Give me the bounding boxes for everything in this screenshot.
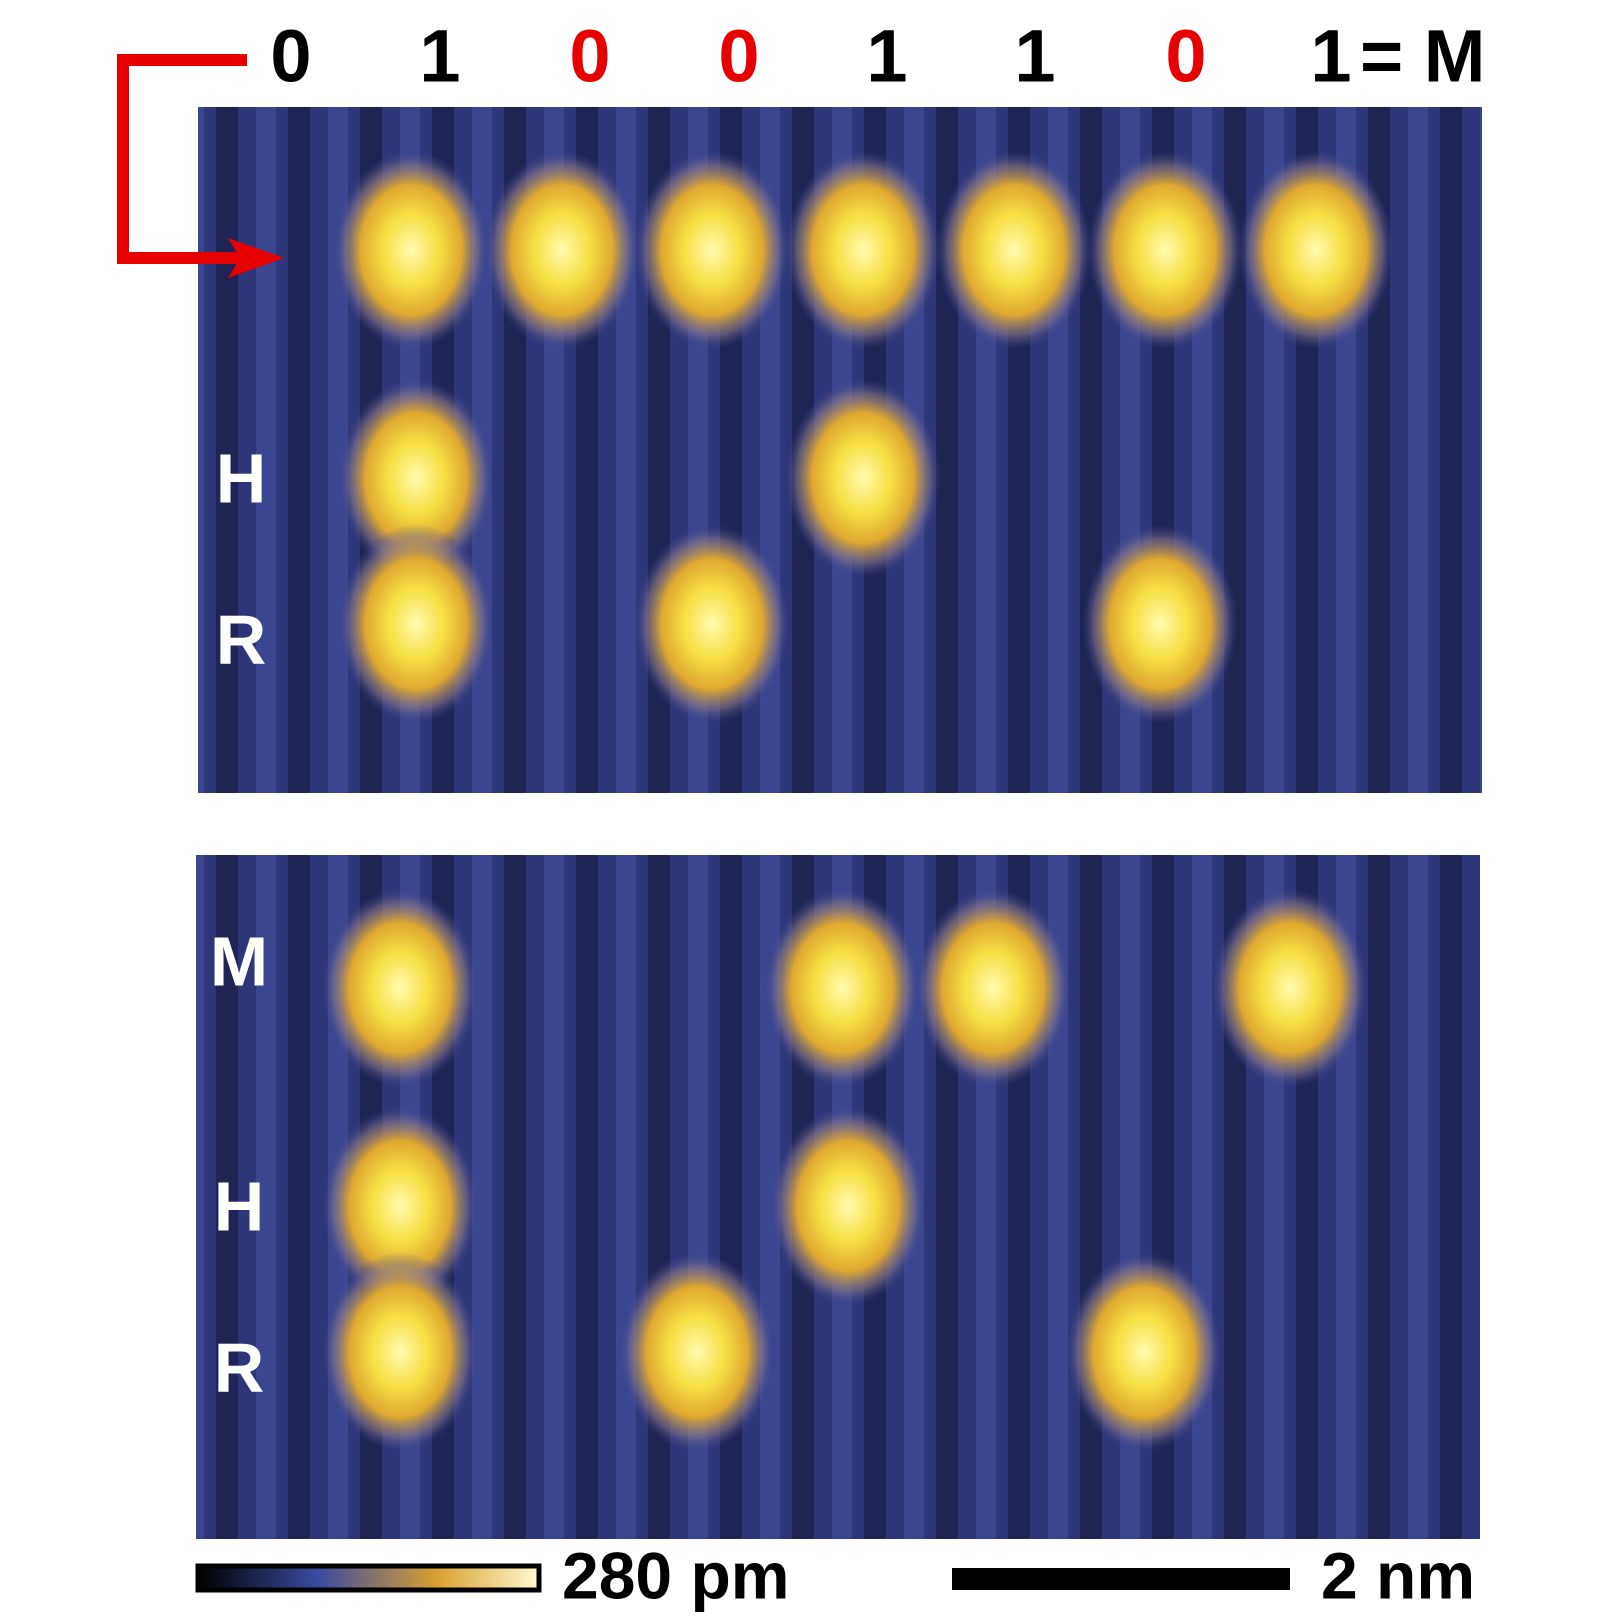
atom xyxy=(1087,150,1243,350)
atom xyxy=(338,378,494,578)
result-label: = M xyxy=(1360,15,1485,98)
row-label: H xyxy=(216,439,267,517)
atom xyxy=(484,150,640,350)
row-label: R xyxy=(216,600,267,678)
atom xyxy=(936,150,1092,350)
atom xyxy=(1212,888,1368,1088)
row-label: R xyxy=(214,1328,265,1406)
atom xyxy=(915,888,1071,1088)
atom xyxy=(634,150,790,350)
atom xyxy=(764,888,920,1088)
atom xyxy=(322,1106,478,1306)
atom xyxy=(338,524,494,724)
atom xyxy=(1066,1252,1222,1452)
atom xyxy=(333,150,489,350)
bit-label: 0 xyxy=(1165,15,1206,98)
atom xyxy=(770,1106,926,1306)
row-label: H xyxy=(214,1167,265,1245)
row-label: M xyxy=(210,922,268,1000)
arrow-head xyxy=(228,238,284,278)
bit-label: 1 xyxy=(419,15,460,98)
atom xyxy=(1238,150,1394,350)
bit-label: 1 xyxy=(1014,15,1055,98)
atom xyxy=(322,1252,478,1452)
bit-label: 0 xyxy=(569,15,610,98)
bit-label: 1 xyxy=(866,15,907,98)
atom xyxy=(785,150,941,350)
scale-bar xyxy=(952,1568,1290,1590)
bit-label: 0 xyxy=(270,15,311,98)
atom xyxy=(1082,524,1238,724)
arrow xyxy=(117,54,250,264)
bit-label: 0 xyxy=(718,15,759,98)
atoms xyxy=(322,150,1394,1452)
scale-label: 2 nm xyxy=(1321,1538,1475,1612)
atom xyxy=(619,1252,775,1452)
bit-label: 1 xyxy=(1310,15,1351,98)
atom xyxy=(322,888,478,1088)
colorbar xyxy=(195,1563,542,1593)
atom xyxy=(785,378,941,578)
colorbar-label: 280 pm xyxy=(562,1538,789,1612)
atom xyxy=(634,524,790,724)
